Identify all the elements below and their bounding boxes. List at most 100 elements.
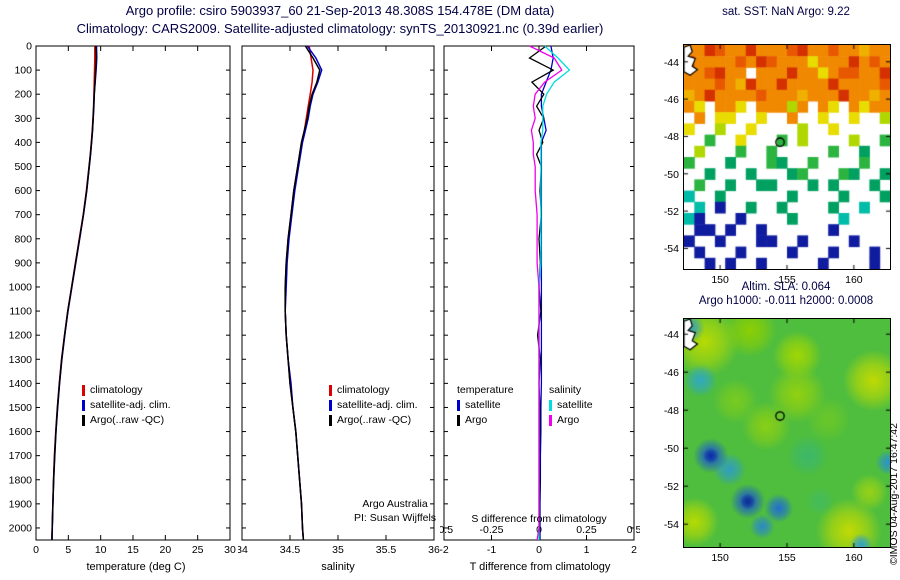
temperature-profile-panel: 0 5 10 15 20 25 300100200300400500600700800900… — [9, 41, 236, 557]
depth-tick-label: 200 — [14, 89, 32, 101]
depth-tick-label: 400 — [14, 137, 32, 149]
depth-tick-label: 1200 — [9, 330, 33, 342]
legend-label: Argo — [465, 414, 488, 426]
legend-label: satellite-adj. clim. — [337, 399, 418, 411]
lat-tick-label: -48 — [663, 405, 679, 418]
legend-marker — [329, 400, 332, 411]
depth-tick-label: 700 — [14, 209, 32, 221]
legend-entry: climatology — [329, 383, 418, 398]
x-tick-label: 35 — [332, 544, 344, 556]
legend-entry: Argo — [457, 413, 514, 428]
difference-salinity-legend-header: salinity — [549, 384, 582, 396]
legend-label: satellite — [465, 399, 501, 411]
legend-marker — [549, 400, 552, 411]
salinity-legend: climatology satellite-adj. clim. Argo(..ra… — [329, 383, 418, 428]
depth-tick-label: 1100 — [9, 306, 32, 318]
depth-tick-label: 2000 — [9, 522, 33, 534]
depth-tick-label: 900 — [14, 257, 32, 269]
lat-tick-label: -54 — [663, 519, 679, 532]
temperature-legend: climatology satellite-adj. clim. Argo(..ra… — [82, 383, 171, 428]
legend-marker — [329, 415, 332, 426]
legend-marker — [329, 385, 332, 396]
salinity-axis-tick-label: -0.5 — [440, 524, 453, 536]
legend-marker — [82, 385, 85, 396]
series-line — [284, 45, 323, 541]
x-tick-label: 0 — [33, 544, 39, 556]
depth-tick-label: 100 — [14, 65, 32, 77]
legend-entry: climatology — [82, 383, 171, 398]
depth-tick-label: 1000 — [9, 281, 33, 293]
lat-tick-label: -48 — [663, 131, 679, 144]
sst-map-canvas — [683, 44, 891, 270]
sst-title: sat. SST: NaN Argo: 9.22 — [722, 6, 850, 18]
pi-line: PI: Susan Wijffels — [353, 512, 437, 524]
x-tick-label: 30 — [224, 544, 236, 556]
depth-tick-label: 0 — [26, 41, 32, 53]
x-tick-label: 34 — [238, 544, 248, 556]
legend-entry: satellite — [457, 398, 514, 413]
x-tick-label: 0 — [536, 544, 542, 556]
legend-entry: Argo — [549, 413, 593, 428]
legend-entry: Argo(..raw -QC) — [82, 413, 171, 428]
x-tick-label: 25 — [192, 544, 204, 556]
series-line — [51, 46, 96, 541]
series-line — [539, 45, 554, 540]
legend-entry: satellite — [549, 398, 593, 413]
lon-tick-label: 155 — [778, 274, 796, 286]
sla-title-line1: Altim. SLA: 0.064 — [741, 281, 831, 293]
x-tick-label: -1 — [487, 544, 496, 556]
depth-tick-label: 800 — [14, 233, 32, 245]
lat-tick-label: -54 — [663, 243, 679, 256]
depth-tick-label: 1600 — [9, 426, 33, 438]
x-tick-label: 2 — [631, 544, 637, 556]
lat-tick-label: -46 — [663, 367, 679, 380]
imos-credit: ©IMOS 04-Aug-2017 16:47:42 — [888, 423, 900, 565]
depth-tick-label: 1500 — [9, 402, 33, 414]
sla-map-canvas — [683, 318, 891, 548]
lon-tick-label: 160 — [845, 274, 863, 286]
salinity-axis-tick-label: -0.25 — [480, 524, 504, 536]
sst-map: 150 155 160 -44 -46 -48 -50 -52 -54 — [664, 44, 891, 286]
legend-marker — [82, 415, 85, 426]
lat-tick-label: -44 — [663, 329, 679, 342]
salinity-profile-panel: 34 34.5 35 35.5 36 — [238, 45, 440, 556]
salinity-axis-tick-label: 0.5 — [627, 524, 640, 536]
argo-australia-line: Argo Australia — [362, 498, 428, 510]
lat-tick-label: -50 — [663, 168, 679, 181]
argo-australia-note: Argo Australia PI: Susan Wijffels — [315, 497, 475, 525]
salinity-difference-axis-title: S difference from climatology — [471, 513, 607, 525]
depth-tick-label: 1700 — [9, 450, 33, 462]
series-line — [529, 45, 563, 541]
temperature-axis-label: temperature (deg C) — [86, 561, 186, 573]
depth-tick-label: 1800 — [9, 474, 33, 486]
depth-tick-label: 1900 — [9, 498, 33, 510]
difference-axis-label: T difference from climatology — [469, 561, 611, 573]
legend-marker — [82, 400, 85, 411]
sla-title-line2: Argo h1000: -0.011 h2000: 0.0008 — [698, 295, 874, 307]
difference-temperature-legend-header: temperature — [457, 384, 514, 396]
lat-tick-label: -50 — [663, 443, 679, 456]
x-tick-label: 5 — [65, 544, 71, 556]
depth-tick-label: 600 — [14, 185, 32, 197]
series-line — [51, 45, 98, 541]
legend-entry: satellite-adj. clim. — [329, 398, 418, 413]
legend-label: Argo(..raw -QC) — [337, 414, 412, 426]
figure-title-line1: Argo profile: csiro 5903937_60 21-Sep-20… — [125, 3, 555, 18]
legend-entry: Argo(..raw -QC) — [329, 413, 418, 428]
depth-tick-label: 1400 — [9, 378, 33, 390]
axes-box — [35, 45, 231, 541]
sla-map: 150 155 160 -44 -46 -48 -50 -52 -54 — [664, 318, 891, 564]
x-tick-label: 15 — [127, 544, 139, 556]
legend-label: satellite — [557, 399, 593, 411]
lat-tick-label: -44 — [663, 56, 679, 69]
x-tick-label: 20 — [159, 544, 171, 556]
axes-box — [241, 45, 435, 541]
legend-label: Argo — [557, 414, 580, 426]
lat-tick-label: -46 — [663, 94, 679, 107]
legend-label: satellite-adj. clim. — [90, 399, 171, 411]
salinity-axis-label: salinity — [321, 561, 355, 573]
legend-entry: satellite-adj. clim. — [82, 398, 171, 413]
legend-marker — [457, 400, 460, 411]
